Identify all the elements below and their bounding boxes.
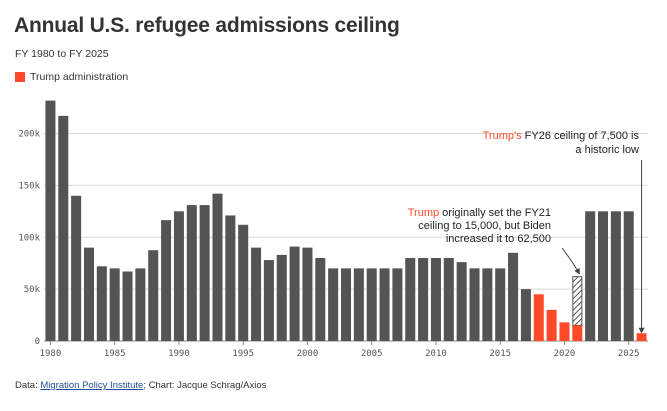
bar-2008 [405,258,416,341]
annotation-fy26-line: a historic low [575,144,639,156]
y-tick-label: 100k [18,233,40,243]
bar-1996 [251,247,262,341]
bar-2011 [443,258,454,341]
bar-2001 [315,258,326,341]
annotation-fy21-line: ceiling to 15,000, but Biden [418,220,551,232]
annotation-fy21-arrow [561,247,580,275]
x-tick-label: 1980 [40,349,62,359]
bar-1997 [263,260,274,341]
x-tick-label: 1985 [104,349,126,359]
x-tick-label: 2015 [489,349,511,359]
legend-swatch [15,72,25,82]
source-link[interactable]: Migration Policy Institute [40,380,144,391]
bar-1990 [173,211,184,341]
x-tick-label: 2010 [425,349,447,359]
x-tick-label: 2005 [361,349,383,359]
bar-1993 [212,193,223,341]
bar-2022 [585,211,596,341]
y-tick-label: 150k [18,181,40,191]
bar-2003 [340,268,352,341]
footer: Data: Migration Policy Institute; Chart:… [15,380,266,391]
bar-2004 [353,268,364,341]
annotation-fy21-rest: originally set the FY21 [439,207,551,219]
bar-1987 [135,268,146,341]
bar-2023 [598,211,609,341]
annotation-fy21-highlight: Trump [408,207,439,219]
annotation-fy21-line: Trump originally set the FY21 [408,207,551,219]
bar-2025 [623,211,634,341]
bar-1985 [109,268,120,341]
bar-2024 [610,211,621,341]
x-tick-label: 2025 [618,349,640,359]
bar-2015 [495,268,506,341]
bar-1995 [238,224,249,341]
bar-1984 [96,266,107,341]
bar-2013 [469,268,480,341]
bar-1999 [289,246,300,341]
bar-1989 [161,220,172,341]
bar-1998 [276,254,287,341]
x-tick-label: 2000 [297,349,319,359]
bar-2014 [482,268,493,341]
x-tick-label: 1995 [232,349,254,359]
bar-1980 [45,100,56,341]
footer-data-prefix: Data: [15,380,41,391]
x-tick-label: 1990 [168,349,190,359]
bar-1986 [122,271,133,341]
chart-title: Annual U.S. refugee admissions ceiling [14,14,400,37]
bar-2026 [636,333,647,341]
bar-2005 [366,268,377,341]
bar-2010 [430,258,441,341]
bar-1988 [148,250,159,341]
annotation-fy26-highlight: Trump's [483,130,522,142]
bar-2017 [520,289,531,341]
bar-2016 [508,252,519,341]
x-tick-label: 2020 [554,349,576,359]
bar-1991 [186,205,197,341]
bar-2020 [559,322,570,341]
legend-label: Trump administration [30,71,129,83]
annotation-fy21-line: increased it to 62,500 [446,233,551,245]
bar-1981 [58,115,69,341]
y-tick-label: 50k [24,285,41,295]
bar-2019 [546,309,557,341]
bar-1992 [199,205,210,341]
bar-2012 [456,262,467,341]
annotation-fy26-line: Trump's FY26 ceiling of 7,500 is [483,130,640,142]
y-tick-label: 200k [18,130,40,140]
bar-1994 [225,215,236,341]
legend: Trump administration [15,71,128,83]
bar-2006 [379,268,390,341]
bar-1982 [71,195,82,341]
bar-hatched-2021 [572,276,583,326]
chart-subtitle: FY 1980 to FY 2025 [15,48,109,60]
bar-2002 [328,268,339,341]
y-tick-label: 0 [35,337,40,347]
bar-2007 [392,268,403,341]
bar-1983 [83,247,94,341]
bar-2009 [418,258,429,341]
bar-2018 [533,294,544,341]
bar-2000 [302,247,313,341]
bar-2021 [572,325,583,341]
footer-credit: ; Chart: Jacque Schrag/Axios [143,380,267,391]
annotation-fy26-rest: FY26 ceiling of 7,500 is [522,130,640,142]
